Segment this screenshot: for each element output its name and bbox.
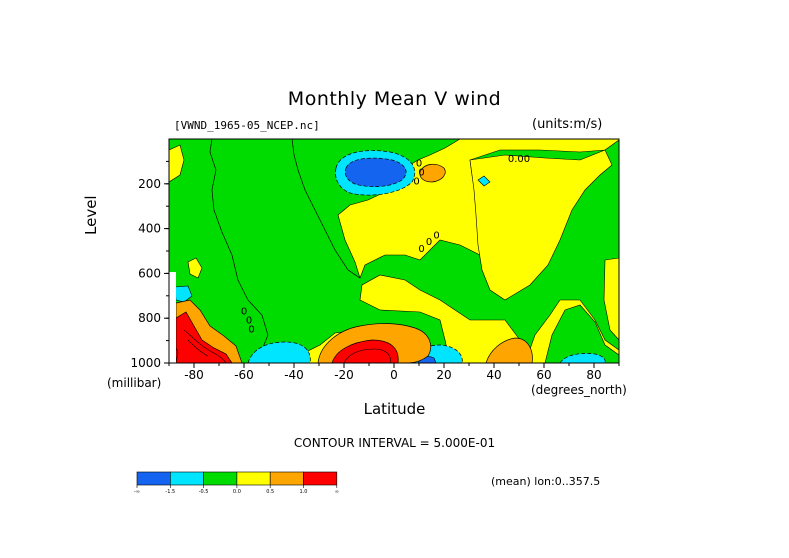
colorbar-swatch: [269, 471, 304, 486]
x-tick-label: 20: [436, 368, 451, 382]
contour-label: 0: [246, 315, 252, 326]
missing-data-strip: [169, 272, 176, 363]
colorbar-label: -∞: [134, 489, 140, 495]
x-tick-label: 80: [586, 368, 601, 382]
x-tick-label: -80: [184, 368, 204, 382]
contour-line-inner-3: [187, 339, 209, 357]
x-tick-label: 0: [390, 368, 398, 382]
y-tick-label: 400: [138, 222, 161, 236]
colorbar-label: -0.5: [199, 489, 209, 495]
contour-label: 0.00: [508, 154, 530, 165]
region-negative-lower-right-island: [544, 304, 619, 363]
contour-label: 0: [241, 306, 247, 317]
colorbar-swatch: [203, 471, 238, 486]
contour-label: 0: [426, 237, 432, 248]
contour-interval-label: CONTOUR INTERVAL = 5.000E-01: [293, 436, 496, 450]
y-tick-label: 1000: [130, 356, 161, 370]
colorbar-swatch: [303, 471, 338, 486]
colorbar-label: 1.0: [300, 489, 308, 495]
mean-longitude-label: (mean) lon:0..357.5: [491, 475, 601, 488]
dataset-label: [VWND_1965-05_NCEP.nc]: [174, 119, 320, 132]
colorbar-swatch: [236, 471, 271, 486]
region-strong-positive-upper: [419, 163, 446, 183]
chart-title: Monthly Mean V wind: [287, 88, 502, 110]
contour-label: 0: [418, 168, 424, 179]
units-label: (units:m/s): [532, 117, 603, 132]
region-strong-negative-bottom-right: [559, 353, 606, 363]
region-strong-negative-dot: [477, 175, 491, 187]
contour-label: 0: [418, 244, 424, 255]
contour-label: 0: [248, 324, 254, 335]
colorbar-swatch: [170, 471, 204, 486]
contour-label: 0: [413, 177, 419, 188]
region-strong-positive-bottom-right: [485, 337, 533, 363]
region-strong-negative-bottom-left: [247, 341, 311, 363]
region-very-strong-positive-bottom-left: [175, 311, 233, 363]
colorbar-label: 0.5: [266, 489, 274, 495]
contour-field: [169, 139, 619, 363]
x-axis-label: Latitude: [363, 400, 426, 418]
contour-label: 0: [416, 159, 422, 170]
y-unit-label: (millibar): [107, 376, 162, 390]
contour-line-inner-1: [343, 348, 391, 363]
x-tick-label: -60: [234, 368, 254, 382]
region-positive-left-tongue: [187, 257, 203, 279]
colorbar-swatch: [136, 471, 171, 486]
y-tick-label: 800: [138, 311, 161, 325]
y-tick-label: 200: [138, 177, 161, 191]
y-tick-label: 600: [138, 266, 161, 280]
x-unit-label: (degrees_north): [531, 383, 627, 397]
colorbar-label: 0.0: [233, 489, 241, 495]
colorbar-label: ∞: [335, 489, 339, 495]
y-axis-ticks: 200 400 600 800 1000: [130, 160, 169, 370]
x-tick-label: -20: [334, 368, 354, 382]
region-positive-left-pocket: [169, 144, 185, 183]
region-positive-right-bay: [469, 149, 613, 301]
region-very-strong-negative-upper: [344, 157, 407, 187]
x-tick-label: 40: [486, 368, 501, 382]
x-tick-label: -40: [284, 368, 304, 382]
contour-label: 0: [433, 230, 439, 241]
colorbar: -∞ -1.5 -0.5 0.0 0.5 1.0 ∞: [134, 471, 339, 495]
region-positive-right-edge: [603, 257, 619, 341]
colorbar-label: -1.5: [165, 489, 175, 495]
contour-line-inner-2: [183, 329, 227, 363]
x-tick-label: 60: [536, 368, 551, 382]
x-axis-ticks: -80 -60 -40 -20 0 20 40 60 80: [168, 363, 620, 382]
